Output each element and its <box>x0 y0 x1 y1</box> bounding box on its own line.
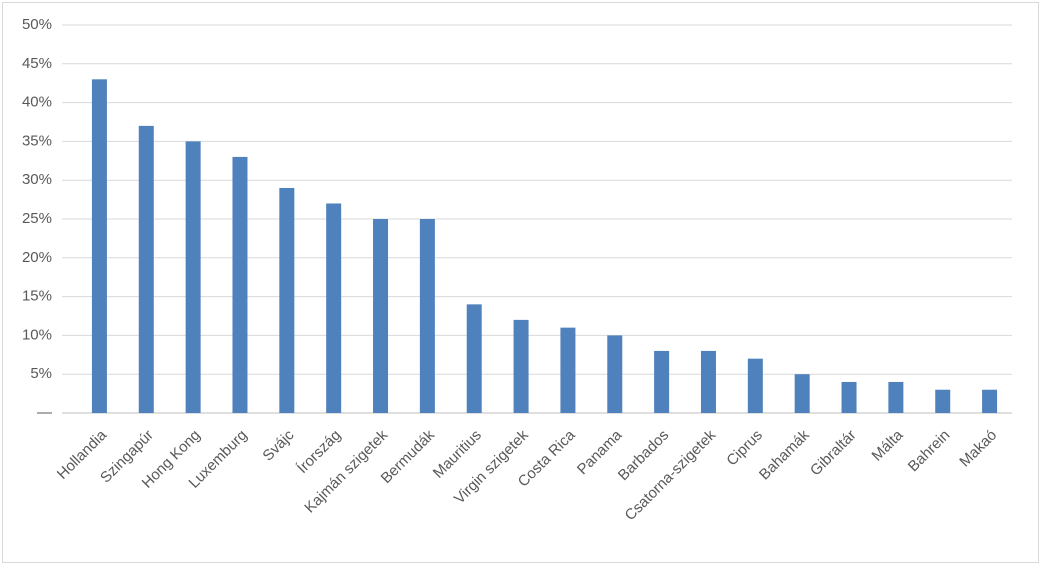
y-tick-label: 50% <box>22 16 52 33</box>
y-tick-label: 20% <box>22 249 52 266</box>
bar <box>935 389 951 413</box>
y-tick-label: 40% <box>22 94 52 111</box>
bar <box>326 203 342 413</box>
bar <box>700 350 716 413</box>
bar <box>419 219 435 413</box>
bar <box>466 304 482 413</box>
bar <box>185 141 201 413</box>
bar <box>982 389 998 413</box>
y-tick-label: 15% <box>22 288 52 305</box>
y-tick-label: 25% <box>22 210 52 227</box>
bar <box>607 335 623 413</box>
bar <box>279 187 295 413</box>
bar <box>91 79 107 413</box>
y-tick-label: 10% <box>22 326 52 343</box>
y-tick-label: 35% <box>22 132 52 149</box>
y-tick-label: 5% <box>30 365 52 382</box>
bar <box>232 156 248 414</box>
bar <box>138 125 154 413</box>
bar <box>373 219 389 413</box>
y-tick-label: — <box>37 404 52 421</box>
y-tick-label: 30% <box>22 171 52 188</box>
bar <box>841 381 857 413</box>
bar <box>560 327 576 413</box>
bar <box>654 350 670 413</box>
bar <box>747 358 763 413</box>
bar <box>794 374 810 413</box>
bar <box>888 381 904 413</box>
bar <box>513 319 529 413</box>
y-tick-label: 45% <box>22 55 52 72</box>
